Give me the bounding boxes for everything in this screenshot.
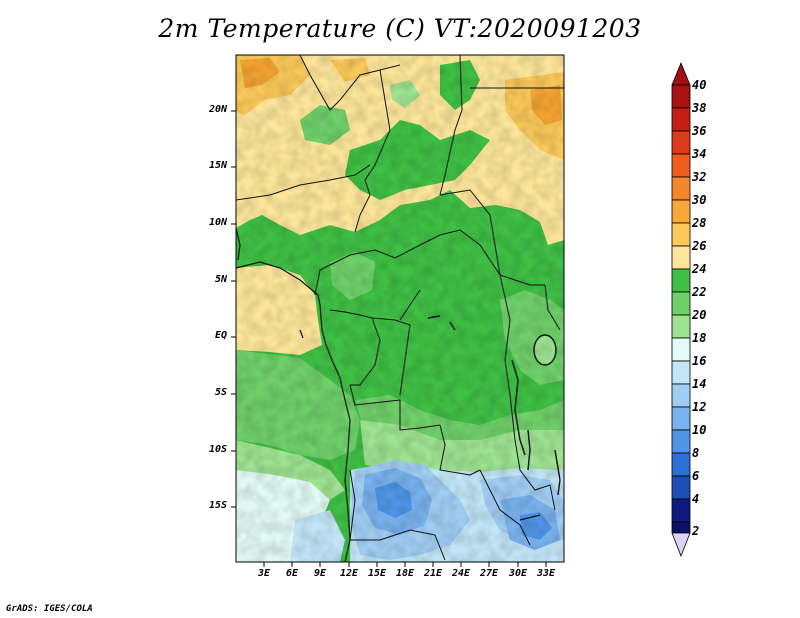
- colorbar-label-26: 26: [692, 239, 707, 253]
- colorbar-label-2: 2: [692, 524, 700, 538]
- temperature-field: [236, 55, 564, 562]
- lon-label-15e: 15E: [367, 568, 387, 579]
- colorbar-label-34: 34: [692, 147, 707, 161]
- colorbar-bin-10-12: [671, 406, 691, 431]
- colorbar-bin-18-20: [671, 314, 691, 339]
- colorbar-bin-28-30: [671, 199, 691, 224]
- colorbar-label-8: 8: [692, 446, 700, 460]
- lon-label-6e: 6E: [285, 568, 299, 579]
- colorbar-label-4: 4: [692, 492, 700, 506]
- colorbar-label-16: 16: [692, 354, 707, 368]
- colorbar-bin-12-14: [671, 383, 691, 408]
- lon-label-30e: 30E: [508, 568, 528, 579]
- colorbar-bin-0-2: [671, 521, 691, 534]
- colorbar-label-20: 20: [692, 308, 707, 322]
- colorbar-bin-32-34: [671, 153, 691, 178]
- colorbar-label-32: 32: [692, 170, 707, 184]
- lat-label-15s: 15S: [208, 500, 227, 511]
- lat-label-15n: 15N: [208, 160, 227, 171]
- colorbar-label-12: 12: [692, 400, 707, 414]
- colorbar-label-18: 18: [692, 331, 707, 345]
- country-borders: [236, 55, 564, 561]
- lon-label-3e: 3E: [257, 568, 271, 579]
- colorbar-bin-24-26: [671, 245, 691, 270]
- lon-label-24e: 24E: [451, 568, 471, 579]
- colorbar-bottom-arrow: [671, 532, 691, 558]
- colorbar-bin-26-28: [671, 222, 691, 247]
- colorbar-bin-6-8: [671, 452, 691, 477]
- lon-label-18e: 18E: [395, 568, 415, 579]
- lon-label-9e: 9E: [313, 568, 327, 579]
- grads-credit: GrADS: IGES/COLA: [6, 604, 93, 614]
- colorbar-label-10: 10: [692, 423, 707, 437]
- colorbar-bin-22-24: [671, 268, 691, 293]
- lat-label-5s: 5S: [214, 387, 227, 398]
- colorbar-label-28: 28: [692, 216, 707, 230]
- colorbar-bin-20-22: [671, 291, 691, 316]
- colorbar-label-40: 40: [692, 78, 707, 92]
- colorbar-label-6: 6: [692, 469, 700, 483]
- map-title: 2m Temperature (C) VT:2020091203: [158, 14, 642, 43]
- lon-label-12e: 12E: [339, 568, 359, 579]
- colorbar-label-22: 22: [692, 285, 707, 299]
- lon-label-33e: 33E: [536, 568, 556, 579]
- colorbar-label-38: 38: [692, 101, 707, 115]
- colorbar-bin-4-6: [671, 475, 691, 500]
- lat-label-5n: 5N: [214, 274, 227, 285]
- colorbar-bin-2-4: [671, 498, 691, 523]
- colorbar-top-arrow: [671, 61, 691, 86]
- map-frame: [235, 54, 565, 563]
- colorbar: [671, 61, 691, 558]
- colorbar-label-30: 30: [692, 193, 707, 207]
- lat-label-20n: 20N: [208, 104, 227, 115]
- coastline: [236, 227, 351, 562]
- colorbar-bin-36-38: [671, 107, 691, 132]
- lon-label-27e: 27E: [479, 568, 499, 579]
- colorbar-bin-30-32: [671, 176, 691, 201]
- lakes: [427, 315, 561, 521]
- field-texture: [236, 55, 564, 562]
- lat-ticks: [231, 110, 236, 508]
- colorbar-label-14: 14: [692, 377, 707, 391]
- colorbar-bin-14-16: [671, 360, 691, 385]
- colorbar-bin-16-18: [671, 337, 691, 362]
- colorbar-bin-34-36: [671, 130, 691, 155]
- lon-label-21e: 21E: [423, 568, 443, 579]
- colorbar-bin-38-40: [671, 84, 691, 109]
- lat-label-eq: EQ: [214, 330, 227, 341]
- lat-label-10s: 10S: [208, 444, 227, 455]
- colorbar-bin-8-10: [671, 429, 691, 454]
- colorbar-label-24: 24: [692, 262, 707, 276]
- lon-ticks: [263, 562, 547, 567]
- colorbar-label-36: 36: [692, 124, 707, 138]
- lat-label-10n: 10N: [208, 217, 227, 228]
